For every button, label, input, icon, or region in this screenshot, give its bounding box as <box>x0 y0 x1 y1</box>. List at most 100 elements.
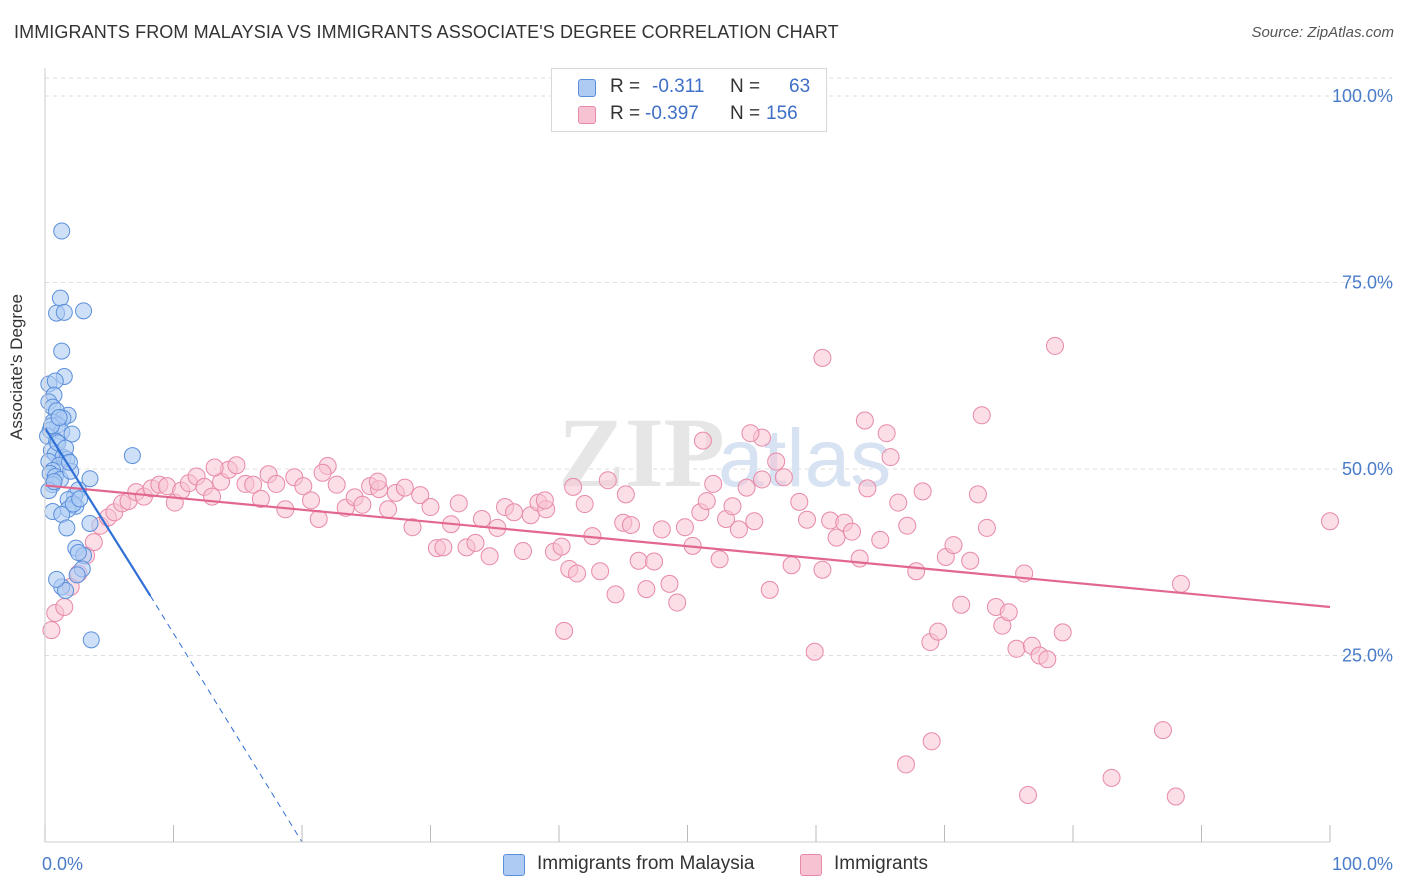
data-point-immigrants <box>842 522 861 541</box>
legend-n-value: 63 <box>789 76 811 97</box>
data-point-immigrants <box>251 489 270 508</box>
data-point-malaysia <box>81 514 99 532</box>
data-point-immigrants <box>760 580 779 599</box>
data-point-immigrants <box>403 518 422 537</box>
series-immigrants-points <box>42 336 1339 806</box>
data-point-malaysia <box>48 570 66 588</box>
data-point-immigrants <box>774 468 793 487</box>
data-point-immigrants <box>693 431 712 450</box>
data-point-immigrants <box>871 530 890 549</box>
data-point-malaysia <box>75 302 93 320</box>
data-point-immigrants <box>1153 721 1172 740</box>
data-point-immigrants <box>205 458 224 477</box>
data-point-immigrants <box>790 492 809 511</box>
data-point-malaysia <box>82 631 100 649</box>
data-point-immigrants <box>591 562 610 581</box>
data-point-malaysia <box>69 544 87 562</box>
source-label: Source: ZipAtlas.com <box>1251 24 1394 41</box>
legend-n-label: N = <box>730 76 761 97</box>
data-point-immigrants <box>616 485 635 504</box>
data-point-malaysia <box>68 566 86 584</box>
data-point-immigrants <box>567 564 586 583</box>
data-point-immigrants <box>668 593 687 612</box>
y-tick-label: 25.0% <box>1342 646 1393 666</box>
legend-row-immigrants: R = -0.397 N = 156 <box>552 101 826 129</box>
data-point-immigrants <box>395 478 414 497</box>
trend-line-malaysia-extension <box>149 595 303 843</box>
data-point-malaysia <box>46 372 64 390</box>
data-point-immigrants <box>1046 336 1065 355</box>
data-point-malaysia <box>123 447 141 465</box>
data-point-malaysia <box>81 470 99 488</box>
trend-lines <box>44 427 1331 843</box>
data-point-immigrants <box>1038 650 1057 669</box>
data-point-immigrants <box>813 560 832 579</box>
legend-r-label: R = <box>610 76 641 97</box>
bottom-legend-label-immigrants: Immigrants <box>834 853 928 874</box>
data-point-immigrants <box>1019 786 1038 805</box>
data-point-immigrants <box>929 622 948 641</box>
data-point-immigrants <box>598 471 617 490</box>
data-point-malaysia <box>71 490 89 508</box>
data-point-immigrants <box>379 500 398 519</box>
data-point-immigrants <box>421 498 440 517</box>
data-point-immigrants <box>652 520 671 539</box>
data-point-immigrants <box>753 470 772 489</box>
data-point-malaysia <box>57 582 75 600</box>
data-point-immigrants <box>621 515 640 534</box>
data-point-immigrants <box>1053 623 1072 642</box>
data-point-immigrants <box>309 509 328 528</box>
bottom-legend-label-malaysia: Immigrants from Malaysia <box>537 853 755 874</box>
data-point-immigrants <box>555 621 574 640</box>
legend-r-value: -0.397 <box>645 103 699 124</box>
data-point-immigrants <box>855 411 874 430</box>
chart-title: IMMIGRANTS FROM MALAYSIA VS IMMIGRANTS A… <box>14 22 839 42</box>
gridlines: 25.0% 50.0% 75.0% 100.0% <box>45 77 1393 666</box>
data-point-immigrants <box>629 551 648 570</box>
data-point-immigrants <box>1007 639 1026 658</box>
data-point-immigrants <box>697 492 716 511</box>
data-point-immigrants <box>327 475 346 494</box>
data-point-immigrants <box>368 472 387 491</box>
data-point-immigrants <box>353 495 372 514</box>
data-point-immigrants <box>466 533 485 552</box>
data-point-immigrants <box>782 556 801 575</box>
data-point-immigrants <box>737 478 756 497</box>
data-point-immigrants <box>449 494 468 513</box>
data-point-malaysia <box>60 453 78 471</box>
data-point-immigrants <box>637 580 656 599</box>
data-point-immigrants <box>813 348 832 367</box>
y-tick-label: 50.0% <box>1342 459 1393 479</box>
axes: 0.0% 100.0% <box>42 68 1393 874</box>
legend-r-label: R = <box>610 103 641 124</box>
data-point-immigrants <box>267 474 286 493</box>
data-point-immigrants <box>877 424 896 443</box>
data-point-immigrants <box>805 642 824 661</box>
data-point-immigrants <box>881 448 900 467</box>
legend-swatch-pink <box>578 106 596 124</box>
data-point-malaysia <box>55 303 73 321</box>
x-tick-label: 0.0% <box>42 854 83 874</box>
data-point-immigrants <box>472 509 491 528</box>
data-point-immigrants <box>741 424 760 443</box>
data-point-immigrants <box>944 536 963 555</box>
data-point-malaysia <box>50 409 68 427</box>
data-point-immigrants <box>710 550 729 569</box>
data-point-immigrants <box>999 603 1018 622</box>
data-point-immigrants <box>645 552 664 571</box>
data-point-immigrants <box>505 503 524 522</box>
data-point-immigrants <box>745 512 764 531</box>
data-point-immigrants <box>1171 574 1190 593</box>
bottom-legend-swatch-pink <box>800 854 822 876</box>
data-point-immigrants <box>434 538 453 557</box>
data-point-immigrants <box>850 549 869 568</box>
data-point-immigrants <box>411 486 430 505</box>
legend-r-value: -0.311 <box>652 76 705 97</box>
data-point-immigrants <box>1321 512 1339 531</box>
data-point-immigrants <box>729 520 748 539</box>
data-point-immigrants <box>922 732 941 751</box>
data-point-immigrants <box>552 537 571 556</box>
data-point-immigrants <box>968 485 987 504</box>
data-point-immigrants <box>889 493 908 512</box>
